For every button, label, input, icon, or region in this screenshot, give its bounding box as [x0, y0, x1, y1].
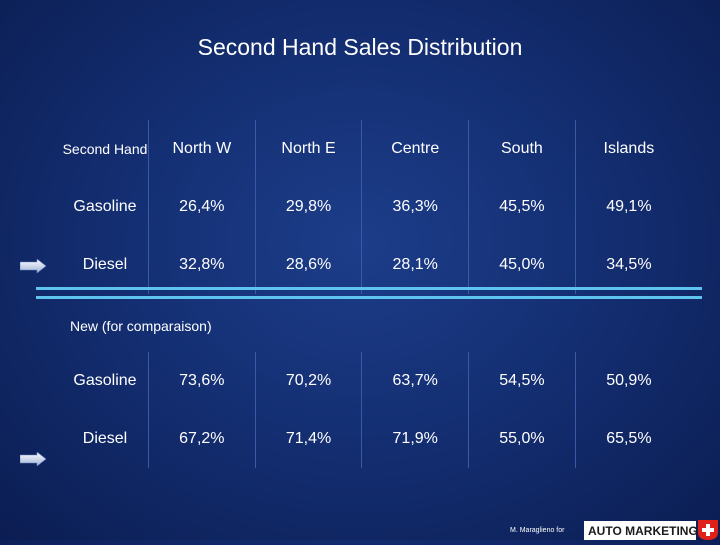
column-header: Centre — [361, 120, 469, 178]
swiss-cross-icon — [698, 520, 718, 540]
table-cell: 63,7% — [361, 352, 469, 410]
column-header: South — [468, 120, 576, 178]
table-cell: 32,8% — [148, 236, 256, 294]
slide-title: Second Hand Sales Distribution — [197, 34, 523, 60]
table-cell: 50,9% — [574, 352, 682, 410]
table-cell: 73,6% — [148, 352, 256, 410]
table-cell: 45,0% — [468, 236, 576, 294]
auto-marketing-logo: AUTO MARKETING — [584, 518, 720, 540]
new-cars-table: Gasoline 73,6% 70,2% 63,7% 54,5% 50,9% D… — [62, 352, 682, 468]
table-cell: 54,5% — [468, 352, 576, 410]
table-cell: 71,4% — [254, 410, 362, 468]
row-label: Diesel — [82, 256, 128, 273]
second-hand-table: Second Hand North W North E Centre South… — [62, 120, 682, 294]
table-cell: 45,5% — [468, 178, 576, 236]
table-cell: 34,5% — [574, 236, 682, 294]
column-header: North E — [254, 120, 362, 178]
table-row: Gasoline 73,6% 70,2% 63,7% 54,5% 50,9% — [62, 352, 682, 410]
table-cell: 70,2% — [254, 352, 362, 410]
row-label: Gasoline — [73, 198, 137, 215]
footer-author: M. Maraglieno for — [510, 527, 565, 534]
arrow-right-icon — [19, 451, 47, 467]
table-cell: 29,8% — [254, 178, 362, 236]
separator-line — [36, 287, 702, 290]
table-cell: 65,5% — [574, 410, 682, 468]
arrow-right-icon — [19, 258, 47, 274]
table-cell: 67,2% — [148, 410, 256, 468]
table-row: Gasoline 26,4% 29,8% 36,3% 45,5% 49,1% — [62, 178, 682, 236]
table-row: Diesel 67,2% 71,4% 71,9% 55,0% 65,5% — [62, 410, 682, 468]
row-label: Diesel — [82, 430, 128, 447]
table-cell: 28,1% — [361, 236, 469, 294]
separator-line — [36, 296, 702, 299]
table-cell: 71,9% — [361, 410, 469, 468]
section-label-new: New (for comparaison) — [70, 318, 212, 334]
row-label: Gasoline — [73, 372, 137, 389]
table-cell: 55,0% — [468, 410, 576, 468]
table-cell: 36,3% — [361, 178, 469, 236]
table-cell: 49,1% — [574, 178, 682, 236]
logo-text: AUTO MARKETING — [588, 524, 698, 538]
table-header-row: Second Hand North W North E Centre South… — [62, 120, 682, 178]
table-row: Diesel 32,8% 28,6% 28,1% 45,0% 34,5% — [62, 236, 682, 294]
table-cell: 28,6% — [254, 236, 362, 294]
column-header: Islands — [574, 120, 682, 178]
table-cell: 26,4% — [148, 178, 256, 236]
corner-label: Second Hand — [62, 141, 148, 157]
column-header: North W — [148, 120, 256, 178]
